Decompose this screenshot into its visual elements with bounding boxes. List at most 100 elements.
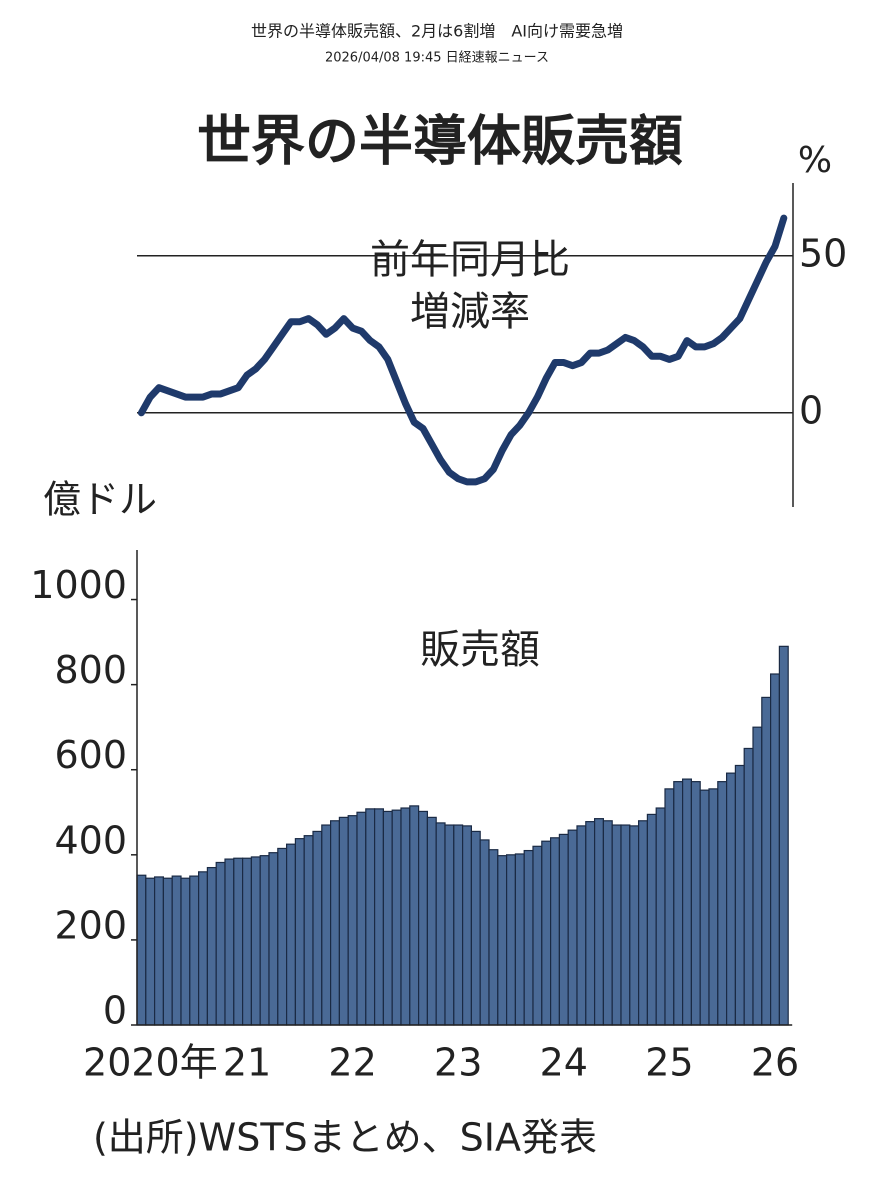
y-tick-label: 600 [54, 733, 127, 777]
y-unit: 億ドル [43, 478, 157, 522]
bar [497, 855, 508, 1026]
bar [286, 843, 297, 1026]
bar [233, 857, 244, 1026]
bar [734, 764, 745, 1026]
bar [523, 849, 534, 1026]
subtitle: 2026/04/08 19:45 日経速報ニュース [325, 51, 549, 66]
bar [532, 845, 543, 1026]
x-tick-label: 24 [540, 1041, 588, 1085]
series-label: 前年同月比増減率 [370, 237, 570, 335]
bar [681, 778, 692, 1026]
bar [761, 696, 772, 1026]
bar [145, 877, 156, 1026]
headline: 世界の半導体販売額、2月は6割増 AI向け需要急増 [251, 22, 623, 41]
bar [488, 849, 499, 1026]
bar [620, 824, 631, 1026]
bar [426, 816, 437, 1026]
bar [602, 820, 613, 1026]
bar [444, 824, 455, 1026]
bar [576, 825, 587, 1026]
line [137, 214, 788, 486]
y-tick-label: 0 [103, 989, 127, 1033]
bar [400, 807, 411, 1026]
bar [330, 820, 341, 1026]
bar [321, 824, 332, 1026]
bar [752, 726, 763, 1026]
bar [224, 858, 235, 1026]
x-tick-label: 2020年 [83, 1041, 218, 1085]
bar [549, 837, 560, 1026]
bar [611, 824, 622, 1026]
bar [514, 853, 525, 1026]
x-tick-label: 23 [434, 1041, 482, 1085]
bar [708, 788, 719, 1026]
bar [769, 673, 780, 1026]
bar [655, 807, 666, 1026]
y2-tick-label: 50 [799, 231, 847, 275]
bar [154, 876, 165, 1026]
bar [479, 839, 490, 1026]
bar [585, 821, 596, 1026]
bar [506, 854, 517, 1026]
y2-tick-label: 0 [799, 388, 823, 432]
bar [365, 808, 376, 1026]
series-label: 販売額 [420, 627, 540, 673]
bar [470, 830, 481, 1026]
bar [189, 875, 200, 1026]
bar [312, 830, 323, 1026]
bar [717, 781, 728, 1026]
bar [338, 816, 349, 1026]
bar [162, 877, 173, 1026]
x-tick-label: 25 [645, 1041, 693, 1085]
bar [435, 822, 446, 1026]
bar [206, 866, 217, 1026]
chart-title: 世界の半導体販売額 [197, 110, 683, 173]
bar [259, 855, 270, 1026]
bar [391, 809, 402, 1026]
bar [294, 838, 305, 1026]
bar [356, 811, 367, 1026]
bar [382, 810, 393, 1026]
bar [198, 871, 209, 1026]
bar [453, 824, 464, 1026]
bar [409, 805, 420, 1026]
bar [268, 852, 279, 1026]
x-tick-label: 21 [223, 1041, 271, 1085]
bar [664, 788, 675, 1026]
bar [250, 856, 261, 1026]
bar [242, 857, 253, 1026]
y-tick-label: 400 [54, 818, 127, 862]
x-tick-label: 26 [751, 1041, 799, 1085]
bar [215, 861, 226, 1026]
y2-unit: % [798, 140, 832, 181]
bar [673, 781, 684, 1026]
bar [629, 825, 640, 1026]
bar [558, 833, 569, 1026]
bar [180, 877, 191, 1026]
bar [699, 789, 710, 1026]
bar [171, 875, 182, 1026]
bar [567, 829, 578, 1026]
bar [418, 810, 429, 1026]
bar [743, 747, 754, 1026]
bar [725, 772, 736, 1026]
y-tick-label: 1000 [30, 563, 127, 607]
y-tick-label: 800 [54, 648, 127, 692]
bar [778, 645, 789, 1026]
bar [277, 847, 288, 1026]
x-tick-label: 22 [328, 1041, 376, 1085]
bar [646, 813, 657, 1026]
bar [690, 781, 701, 1026]
y-tick-label: 200 [54, 903, 127, 947]
bar [541, 840, 552, 1026]
bar [637, 820, 648, 1026]
bar [374, 808, 385, 1026]
bar [347, 815, 358, 1026]
bar [136, 874, 147, 1026]
bar [593, 818, 604, 1026]
bar [462, 825, 473, 1026]
bar [303, 835, 314, 1026]
source-note: (出所)WSTSまとめ、SIA発表 [93, 1116, 597, 1160]
